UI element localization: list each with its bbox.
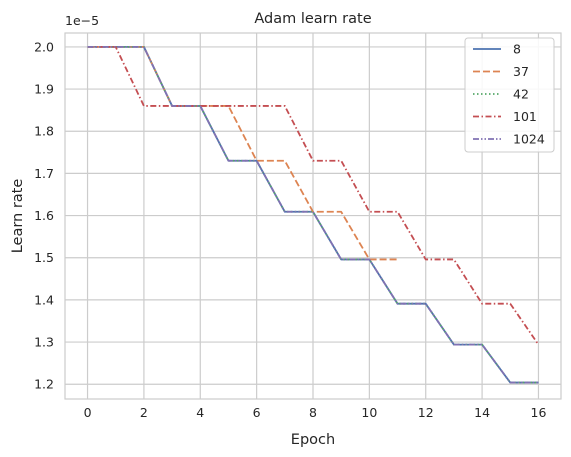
legend-label-37: 37: [513, 64, 529, 79]
legend-label-101: 101: [513, 109, 537, 124]
x-tick-label: 14: [474, 405, 490, 420]
series-lines: [87, 46, 540, 384]
x-tick-label: 8: [309, 405, 317, 420]
series-line-37: [87, 46, 398, 261]
legend-label-8: 8: [513, 42, 521, 57]
y-axis-label: Learn rate: [10, 179, 26, 254]
series-line-101: [87, 46, 540, 346]
y-tick-label: 1.6: [34, 208, 54, 223]
y-tick-label: 1.5: [34, 250, 54, 265]
y-tick-label: 1.2: [34, 377, 54, 392]
chart-title: Adam learn rate: [254, 11, 371, 27]
y-tick-labels: 1.2 1.3 1.4 1.5 1.6 1.7 1.8 1.9 2.0: [34, 39, 54, 391]
y-tick-label: 1.9: [34, 82, 54, 97]
x-tick-label: 10: [361, 405, 377, 420]
x-tick-label: 6: [253, 405, 261, 420]
y-tick-label: 1.7: [34, 166, 54, 181]
y-tick-label: 1.8: [34, 124, 54, 139]
y-tick-label: 1.3: [34, 335, 54, 350]
legend-label-42: 42: [513, 87, 529, 102]
legend-box: [464, 37, 555, 153]
legend: 8 37 42 101 1024: [464, 37, 555, 153]
legend-label-1024: 1024: [513, 132, 545, 147]
series-line-1024: [87, 46, 539, 384]
x-tick-label: 12: [418, 405, 434, 420]
y-tick-label: 1.4: [34, 292, 54, 307]
x-tick-label: 0: [84, 405, 92, 420]
x-axis-label: Epoch: [291, 432, 335, 448]
x-tick-label: 2: [140, 405, 148, 420]
y-offset-label: 1e−5: [65, 13, 99, 28]
x-tick-label: 16: [531, 405, 547, 420]
plot-frame: [64, 32, 562, 400]
y-tick-label: 2.0: [34, 39, 54, 54]
x-tick-labels: 0 2 4 6 8 10 12 14 16: [84, 405, 547, 420]
x-tick-label: 4: [196, 405, 204, 420]
